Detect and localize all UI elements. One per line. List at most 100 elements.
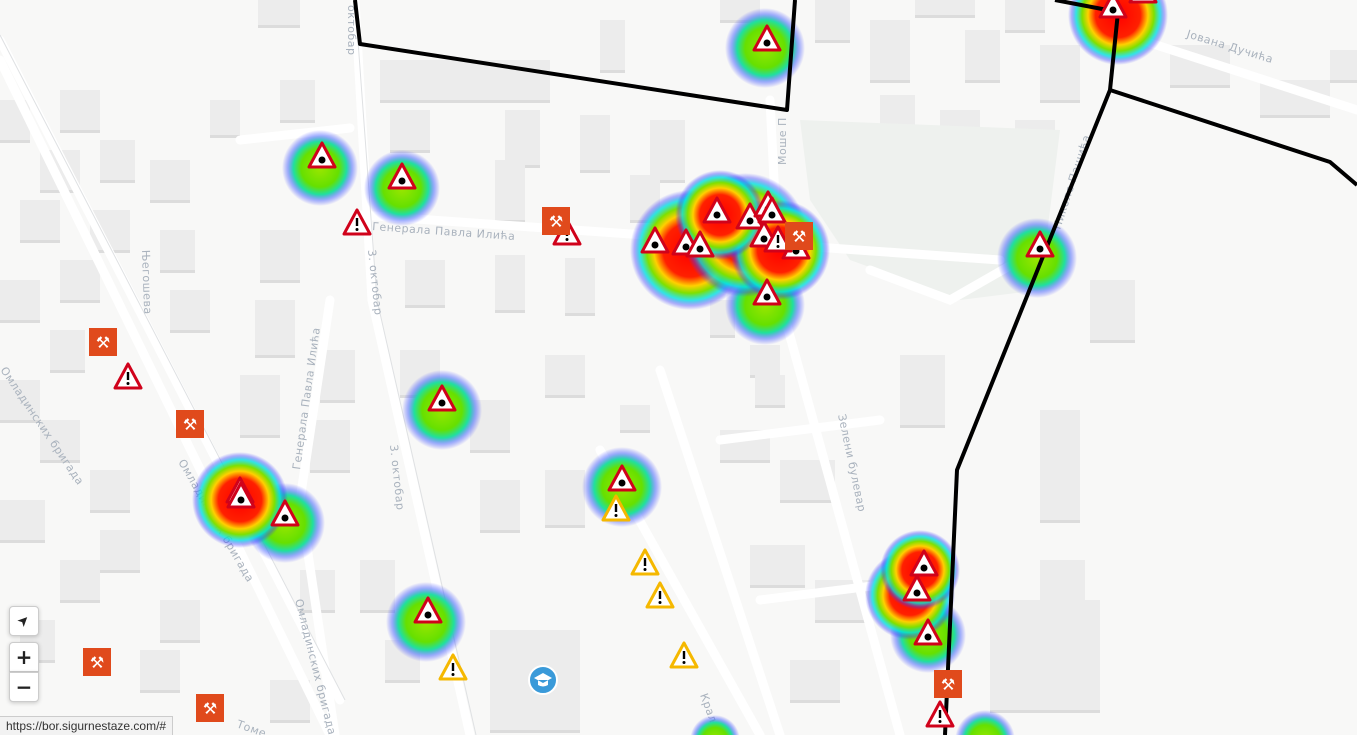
building [60,260,100,300]
zoom-out-button[interactable]: − [9,672,39,702]
building [565,258,595,313]
danger-marker[interactable] [307,141,337,169]
building [405,260,445,305]
red-triangle-dot-icon [427,384,457,412]
red-triangle-dot-icon [413,596,443,624]
heat-spot [997,218,1077,298]
building [390,110,430,150]
danger-marker[interactable] [427,384,457,412]
route-lines [353,0,1357,735]
caution-marker[interactable] [601,494,631,522]
danger-marker[interactable] [913,618,943,646]
roadwork-marker[interactable]: ⚒ [934,670,962,698]
building [100,530,140,570]
caution-marker[interactable] [645,581,675,609]
danger-marker[interactable] [413,596,443,624]
red-triangle-dot-icon [270,499,300,527]
building [600,20,625,70]
building [1040,410,1080,520]
building [60,560,100,600]
caution-marker[interactable] [669,641,699,669]
danger-marker[interactable] [1025,230,1055,258]
red-triangle-dot-icon [909,549,939,577]
roadwork-marker[interactable]: ⚒ [785,222,813,250]
building [580,115,610,170]
building [20,200,60,240]
roadwork-marker[interactable]: ⚒ [542,207,570,235]
building [310,420,350,470]
red-triangle-dot-icon [685,230,715,258]
red-triangle-dot-icon [607,464,637,492]
danger-marker[interactable] [1098,0,1128,19]
red-triangle-dot-icon [702,196,732,224]
hammer-wrench-icon: ⚒ [792,227,806,246]
heat-spot [690,715,740,735]
building [1005,0,1045,30]
building [150,160,190,200]
danger-marker[interactable] [270,499,300,527]
red-triangle-dot-icon [752,278,782,306]
school-marker[interactable] [528,665,558,695]
status-bar-url: https://bor.sigurnestaze.com/# [0,716,174,735]
graduation-cap-icon [534,673,552,687]
danger-marker[interactable] [685,230,715,258]
building [1090,280,1135,340]
caution-marker[interactable] [630,548,660,576]
danger-marker[interactable] [702,196,732,224]
building [160,230,195,270]
markers-layer: ⚒ ⚒ ⚒ ⚒ ⚒ ⚒ ⚒ [83,0,1158,728]
building [790,660,840,700]
building [260,230,300,280]
street-label: октобар [345,5,358,56]
building [505,110,540,165]
hammer-wrench-icon: ⚒ [90,653,104,672]
street-label: Зелени булевар [835,413,868,513]
warning-marker[interactable] [342,208,372,236]
danger-marker[interactable] [757,196,787,224]
building [240,375,280,435]
danger-marker[interactable] [640,226,670,254]
warning-marker[interactable] [925,700,955,728]
danger-marker[interactable] [902,574,932,602]
street-label: Моше П [776,117,789,165]
building [750,545,805,585]
street-label: Његошева [139,250,154,315]
building [280,80,315,120]
danger-marker[interactable] [1128,0,1158,4]
building [495,160,525,220]
danger-marker[interactable] [607,464,637,492]
danger-marker[interactable] [909,549,939,577]
heat-spot [1068,0,1168,65]
caution-marker[interactable] [438,653,468,681]
building [750,345,780,375]
roadwork-marker[interactable]: ⚒ [176,410,204,438]
danger-marker[interactable] [752,24,782,52]
building [545,355,585,395]
zoom-in-button[interactable]: + [9,642,39,672]
danger-marker[interactable] [226,481,256,509]
building [320,350,355,400]
danger-marker[interactable] [387,162,417,190]
locate-arrow-icon: ➤ [14,611,34,631]
red-triangle-dot-icon [640,226,670,254]
building [140,650,180,690]
building [755,375,785,405]
street-label: Томе [234,717,268,735]
building [60,90,100,130]
red-triangle-dot-icon [387,162,417,190]
red-triangle-dot-icon [752,24,782,52]
roadwork-marker[interactable]: ⚒ [83,648,111,676]
building [915,0,975,15]
warning-marker[interactable] [763,225,793,253]
warning-marker[interactable] [113,362,143,390]
red-triangle-dot-icon [1025,230,1055,258]
red-triangle-dot-icon [913,618,943,646]
roadwork-marker[interactable]: ⚒ [196,694,224,722]
locate-button[interactable]: ➤ [9,606,39,636]
danger-marker[interactable] [752,278,782,306]
building [258,0,300,25]
red-triangle-dot-icon [307,141,337,169]
roadwork-marker[interactable]: ⚒ [89,328,117,356]
building [0,280,40,320]
